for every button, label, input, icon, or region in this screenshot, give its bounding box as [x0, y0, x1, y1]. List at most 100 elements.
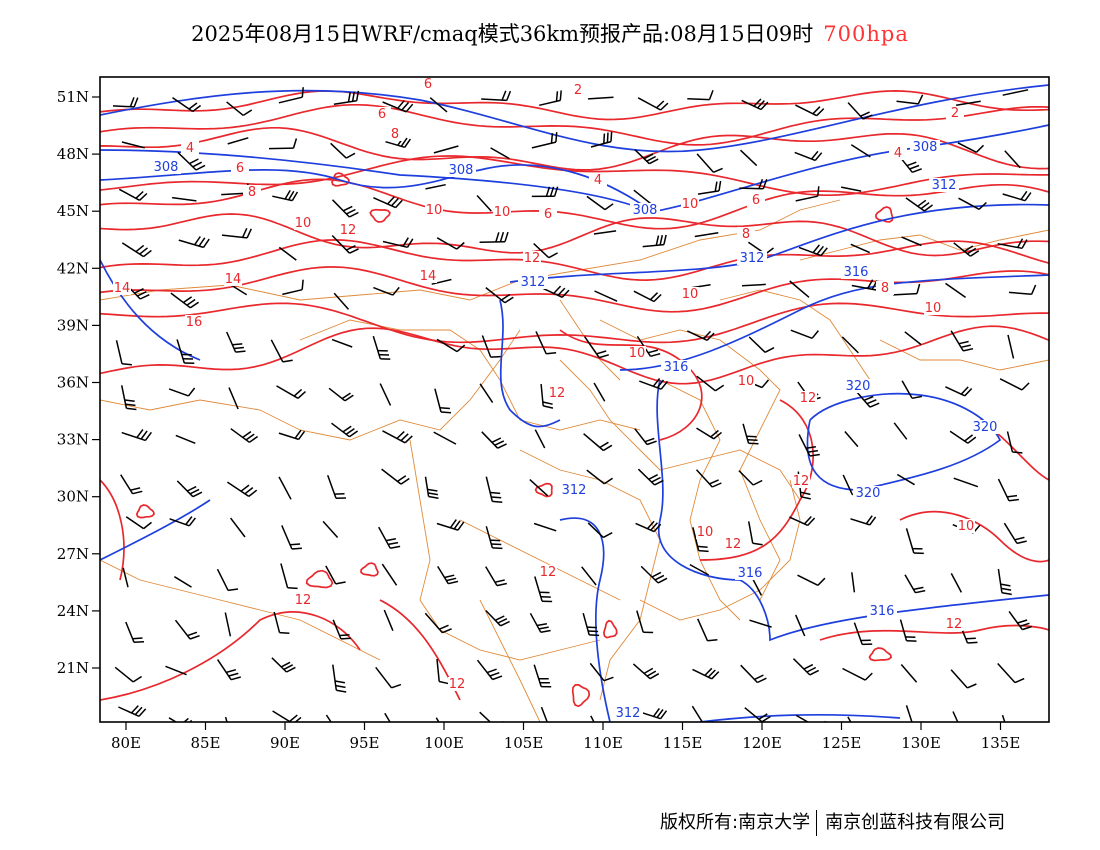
wind-barb-shaft [739, 149, 758, 167]
wind-barb-feather [439, 624, 449, 630]
wind-barb-feather [588, 630, 599, 633]
geopotential-contour [656, 379, 1049, 642]
wind-barb-feather [599, 441, 609, 449]
label-halo [945, 617, 963, 631]
wind-barb-feather [404, 435, 413, 444]
label-halo [539, 565, 557, 579]
wind-barb-shaft [535, 331, 547, 355]
wind-barb-feather [288, 190, 295, 201]
geopotential-label: 308 [449, 163, 474, 178]
lon-tick-label: 95E [349, 734, 379, 752]
wind-barb-feather [1017, 619, 1028, 624]
wind-barb-feather [396, 730, 406, 732]
wind-barb-feather [598, 354, 610, 359]
wind-barb-feather [340, 637, 351, 640]
temperature-label: 10 [682, 197, 699, 212]
wind-barb-shaft [587, 522, 604, 538]
wind-barb-shaft [435, 717, 440, 722]
wind-barb-shaft [531, 141, 557, 149]
wind-barb-feather [188, 102, 198, 110]
wind-barb-feather [334, 680, 346, 684]
wind-barb-feather [497, 618, 508, 624]
wind-barb-feather [246, 228, 252, 239]
label-halo [151, 160, 181, 174]
wind-barb-shaft [121, 141, 145, 149]
label-halo [113, 281, 131, 295]
wind-barb-shaft [748, 336, 766, 353]
wind-barb-feather [923, 204, 933, 212]
geopotential-label: 320 [856, 486, 881, 501]
wind-barb-feather [663, 234, 667, 245]
wind-barb-feather [714, 384, 725, 392]
wind-barb-shaft [325, 565, 337, 585]
copyright-footer: 版权所有:南京大学 南京创蓝科技有限公司 [660, 808, 1005, 836]
geopotential-contour [699, 713, 901, 722]
wind-barb-feather [652, 378, 661, 387]
wind-barb-shaft [325, 714, 332, 722]
wind-barb-feather [494, 615, 505, 621]
temperature-contour-closed [571, 683, 591, 708]
wind-barb-feather [355, 90, 360, 101]
wind-barb-feather [746, 435, 757, 438]
wind-barb-feather [440, 411, 452, 414]
wind-barb-feather [241, 227, 248, 238]
temperature-contour-closed [534, 482, 553, 498]
label-halo [425, 203, 443, 217]
wind-barb-feather [912, 168, 922, 174]
wind-barb-feather [427, 492, 439, 496]
wind-barb-feather [603, 133, 606, 144]
wind-barb-feather [714, 181, 718, 192]
lon-tick-label: 120E [742, 734, 782, 752]
wind-barb-feather [659, 235, 664, 246]
wind-barb-feather [494, 579, 505, 583]
wind-barb-feather [978, 201, 987, 210]
wind-barb-shaft [697, 618, 709, 642]
wind-barb-feather [812, 106, 821, 115]
title-main: 2025年08月15日WRF/cmaq模式36km预报产品:08月15日09时 [191, 22, 814, 46]
wind-barb-shaft [433, 145, 459, 154]
wind-barb-shaft [636, 610, 644, 633]
wind-barb-feather [489, 671, 500, 677]
wind-barb-shaft [278, 246, 297, 261]
wind-barb-feather [659, 710, 668, 720]
wind-barb-feather [186, 485, 197, 492]
temperature-label: 2 [951, 106, 959, 121]
wind-barb-shaft [224, 612, 232, 637]
label-halo [876, 281, 894, 295]
temperature-contour [100, 302, 1049, 344]
wind-barb-feather [138, 708, 147, 717]
wind-barb-feather [349, 248, 359, 254]
temperature-label: 10 [494, 205, 511, 220]
label-halo [867, 604, 897, 618]
wind-barb-feather [654, 479, 664, 486]
wind-barb-feather [964, 387, 973, 397]
wind-barb-feather [1012, 451, 1023, 454]
wind-barb-shaft [842, 474, 853, 495]
wind-barb-feather [336, 689, 347, 693]
temperature-label: 6 [752, 193, 760, 208]
wind-barb-feather [139, 247, 148, 255]
label-halo [929, 178, 959, 192]
lon-tick-label: 125E [822, 734, 862, 752]
wind-barb-shaft [586, 195, 606, 211]
wind-barb-feather [646, 520, 655, 530]
wind-barb-shaft [431, 278, 452, 285]
temperature-contour-closed [603, 619, 618, 639]
label-halo [735, 566, 765, 580]
wind-barb-shaft [593, 230, 617, 235]
wind-barb-feather [817, 577, 826, 586]
wind-barb-shaft [278, 96, 303, 104]
wind-barb-feather [135, 190, 144, 199]
wind-barb-feather [807, 449, 819, 453]
wind-barb-shaft [999, 378, 1023, 391]
wind-barb-feather [492, 547, 503, 550]
label-halo [661, 360, 691, 374]
geopotential-contour [100, 499, 211, 561]
wind-barb-shaft [1008, 291, 1032, 295]
boundary-line [559, 359, 801, 501]
wind-barb-feather [232, 741, 242, 742]
temperature-contour [899, 510, 1049, 563]
lat-tick-label: 39N [57, 316, 89, 334]
wind-barb-feather [761, 379, 770, 388]
geopotential-label: 312 [521, 275, 546, 290]
